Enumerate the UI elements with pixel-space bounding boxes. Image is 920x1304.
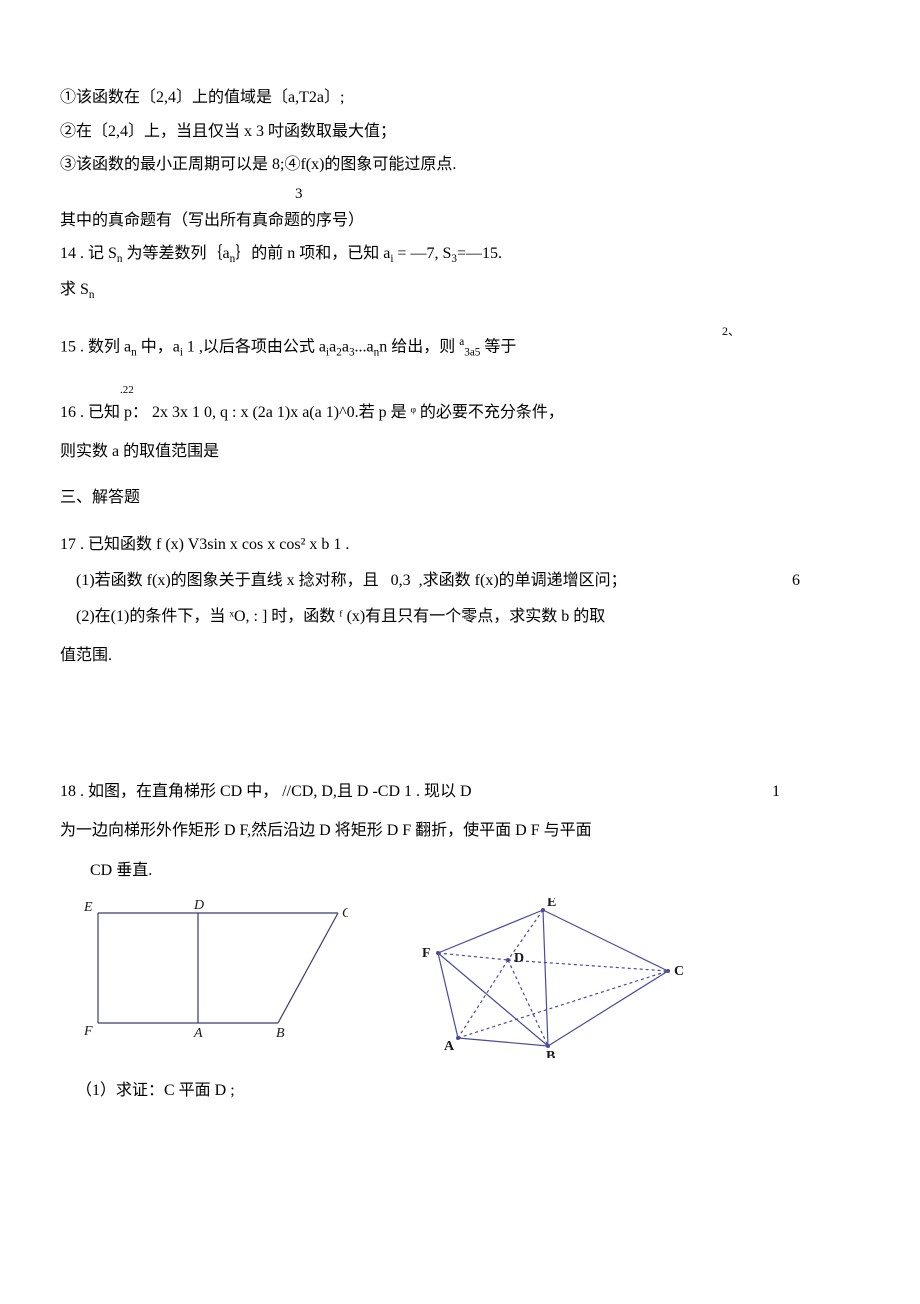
q17-sub1-a: (1)若函数 f(x)的图象关于直线 x 捻对称，且 — [76, 572, 379, 589]
q15-text-3: 1 ,以后各项由公式 a — [183, 338, 326, 355]
q14-text-3: ｝的前 n 项和，已知 a — [235, 245, 390, 262]
q14-text-4: = —7, S — [393, 245, 451, 262]
q16-small-top: .22 — [120, 382, 860, 400]
q15-text-7: n 给出，则 — [379, 338, 459, 355]
question-17-line1: 17 . 已知函数 f (x) V3sin x cos x cos² x b 1… — [60, 532, 860, 558]
svg-text:B: B — [546, 1049, 555, 1058]
q15-text-2: 中，a — [137, 338, 180, 355]
question-17-sub2: (2)在(1)的条件下，当 ˣO, : ] 时，函数 ᶠ (x)有且只有一个零点… — [76, 604, 860, 630]
q14-line2-text: 求 S — [60, 281, 89, 298]
question-17-sub1: (1)若函数 f(x)的图象关于直线 x 捻对称，且 0,3 ,求函数 f(x)… — [76, 568, 860, 594]
question-15: 15 . 数列 an 中，ai 1 ,以后各项由公式 aia2a3...ann … — [60, 334, 860, 362]
q17-sub1-tail: 6 — [792, 568, 800, 594]
q17-sub1-c: ,求函数 f(x)的单调递增区问； — [419, 572, 627, 589]
q14-line2-sub: n — [89, 290, 95, 302]
question-17-line3: 值范围. — [60, 643, 860, 669]
stmt-3: ③该函数的最小正周期可以是 8;④f(x)的图象可能过原点. — [60, 152, 860, 178]
q15-text-1: 15 . 数列 a — [60, 338, 131, 355]
stmt-1: ①该函数在〔2,4〕上的值域是〔a,T2a〕; — [60, 85, 860, 111]
q18-line1-text: 18 . 如图，在直角梯形 CD 中， //CD, D,且 D -CD 1 . … — [60, 783, 472, 800]
stmt-2: ②在〔2,4〕上，当且仅当 x 3 吋函数取最大值； — [60, 119, 860, 145]
figure-container: E D C F A B E F D C A B — [68, 898, 860, 1058]
question-14-line1: 14 . 记 Sn 为等差数列｛an｝的前 n 项和，已知 ai = —7, S… — [60, 241, 860, 269]
q15-text-6: ...a — [355, 338, 374, 355]
q14-text-2: 为等差数列｛a — [123, 245, 230, 262]
q14-text-5: =—15. — [457, 245, 502, 262]
figure-left-trapezoid: E D C F A B — [68, 898, 348, 1038]
svg-text:C: C — [342, 906, 348, 921]
question-16-line1: 16 . 已知 p： 2x 3x 1 0, q : x (2a 1)x a(a … — [60, 400, 860, 426]
svg-text:D: D — [193, 898, 204, 913]
svg-text:A: A — [444, 1039, 455, 1054]
q15-tail-right: 2、 — [722, 322, 740, 341]
question-18-line1: 18 . 如图，在直角梯形 CD 中， //CD, D,且 D -CD 1 . … — [60, 779, 860, 805]
question-18-line2: 为一边向梯形外作矩形 D F,然后沿边 D 将矩形 D F 翻折，使平面 D F… — [60, 818, 860, 844]
q15-text-5: a — [342, 338, 349, 355]
question-14-line2: 求 Sn — [60, 277, 860, 305]
question-18-sub1: （1）求证：C 平面 D ; — [76, 1078, 860, 1104]
svg-text:A: A — [193, 1026, 203, 1038]
q15-tail: 等于 — [480, 338, 516, 355]
figure-right-3d: E F D C A B — [388, 898, 688, 1058]
svg-text:B: B — [276, 1026, 285, 1038]
svg-text:F: F — [83, 1024, 93, 1038]
q17-sub1-b: 0,3 — [391, 572, 411, 589]
section-3-label: 三、解答题 — [60, 485, 860, 511]
svg-text:D: D — [514, 951, 524, 966]
stmt-4: 其中的真命题有（写出所有真命题的序号） — [60, 208, 860, 234]
stmt-3-note: 3 — [60, 182, 860, 206]
q18-line1-tail: 1 — [772, 779, 780, 805]
svg-text:E: E — [547, 898, 556, 910]
q15-sup-sub: 3a5 — [464, 346, 480, 358]
q14-text-1: 14 . 记 S — [60, 245, 117, 262]
question-18-line3: CD 垂直. — [90, 858, 860, 884]
svg-text:E: E — [83, 900, 93, 915]
svg-text:C: C — [674, 964, 684, 979]
svg-text:F: F — [422, 946, 431, 961]
question-16-line2: 则实数 a 的取值范围是 — [60, 439, 860, 465]
